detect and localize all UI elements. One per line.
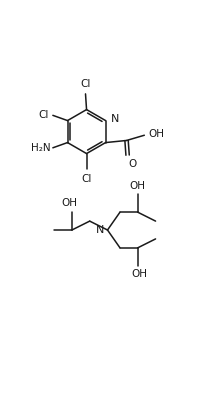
Text: Cl: Cl [39,110,49,120]
Text: OH: OH [148,129,164,139]
Text: OH: OH [130,181,146,191]
Text: H₂N: H₂N [31,143,51,153]
Text: OH: OH [62,198,78,208]
Text: Cl: Cl [80,79,91,89]
Text: N: N [96,226,104,235]
Text: OH: OH [132,269,148,279]
Text: N: N [111,114,119,124]
Text: Cl: Cl [81,174,92,184]
Text: O: O [129,159,137,169]
